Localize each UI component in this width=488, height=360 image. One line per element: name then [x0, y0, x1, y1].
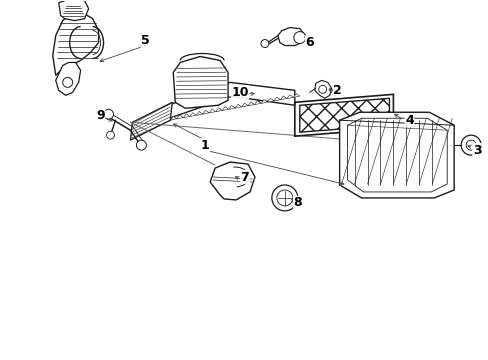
Circle shape — [460, 135, 480, 155]
Polygon shape — [228, 105, 235, 109]
Polygon shape — [314, 80, 331, 98]
Circle shape — [249, 87, 260, 97]
Circle shape — [465, 140, 475, 150]
Polygon shape — [53, 13, 99, 75]
Polygon shape — [202, 110, 209, 114]
Text: 7: 7 — [240, 171, 249, 184]
Polygon shape — [56, 62, 81, 95]
Polygon shape — [261, 99, 267, 103]
Polygon shape — [286, 95, 293, 99]
Text: 9: 9 — [96, 109, 104, 122]
Polygon shape — [254, 101, 261, 105]
Circle shape — [136, 140, 146, 150]
Text: 10: 10 — [231, 86, 248, 99]
Polygon shape — [277, 28, 304, 45]
Polygon shape — [215, 108, 222, 112]
Polygon shape — [293, 94, 299, 98]
Polygon shape — [247, 102, 254, 106]
Polygon shape — [176, 115, 183, 119]
Polygon shape — [235, 104, 241, 108]
Polygon shape — [267, 98, 273, 102]
Polygon shape — [168, 82, 294, 120]
Circle shape — [103, 109, 113, 119]
Text: 3: 3 — [472, 144, 480, 157]
Text: 8: 8 — [293, 197, 302, 210]
Polygon shape — [173, 57, 227, 108]
Polygon shape — [209, 109, 215, 113]
Polygon shape — [196, 112, 202, 116]
Polygon shape — [210, 162, 254, 200]
Text: 4: 4 — [404, 114, 413, 127]
Polygon shape — [299, 98, 388, 132]
Text: 6: 6 — [305, 36, 313, 49]
Polygon shape — [241, 103, 247, 107]
Text: 5: 5 — [141, 34, 149, 47]
Polygon shape — [189, 113, 196, 117]
Circle shape — [276, 190, 292, 206]
Polygon shape — [280, 96, 286, 100]
Polygon shape — [222, 107, 228, 111]
Polygon shape — [170, 116, 176, 120]
Text: 2: 2 — [333, 84, 341, 97]
Circle shape — [318, 85, 326, 93]
Circle shape — [106, 131, 114, 139]
Polygon shape — [273, 97, 280, 101]
Circle shape — [62, 77, 73, 87]
Polygon shape — [183, 114, 189, 118]
Circle shape — [261, 40, 268, 48]
Polygon shape — [130, 102, 172, 140]
Polygon shape — [339, 112, 453, 198]
Text: 1: 1 — [201, 139, 209, 152]
Circle shape — [293, 32, 305, 44]
Circle shape — [271, 185, 297, 211]
Polygon shape — [59, 0, 88, 21]
Polygon shape — [347, 118, 447, 192]
